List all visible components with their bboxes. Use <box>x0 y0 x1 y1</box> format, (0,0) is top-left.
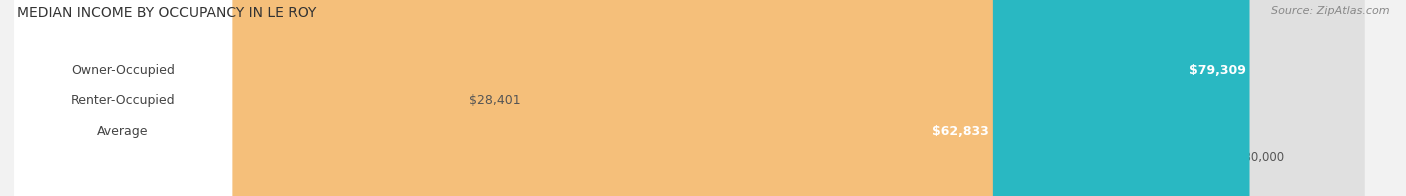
FancyBboxPatch shape <box>14 0 457 196</box>
Text: MEDIAN INCOME BY OCCUPANCY IN LE ROY: MEDIAN INCOME BY OCCUPANCY IN LE ROY <box>17 6 316 20</box>
FancyBboxPatch shape <box>14 0 232 196</box>
Text: $28,401: $28,401 <box>468 94 520 107</box>
Text: Source: ZipAtlas.com: Source: ZipAtlas.com <box>1271 6 1389 16</box>
FancyBboxPatch shape <box>14 0 1364 196</box>
FancyBboxPatch shape <box>14 0 232 196</box>
FancyBboxPatch shape <box>14 0 993 196</box>
Text: $79,309: $79,309 <box>1188 64 1246 77</box>
Text: Average: Average <box>97 125 149 138</box>
FancyBboxPatch shape <box>14 0 1364 196</box>
Text: $62,833: $62,833 <box>932 125 988 138</box>
FancyBboxPatch shape <box>14 0 1250 196</box>
Text: Renter-Occupied: Renter-Occupied <box>70 94 176 107</box>
Text: Owner-Occupied: Owner-Occupied <box>72 64 174 77</box>
FancyBboxPatch shape <box>14 0 1364 196</box>
FancyBboxPatch shape <box>14 0 232 196</box>
